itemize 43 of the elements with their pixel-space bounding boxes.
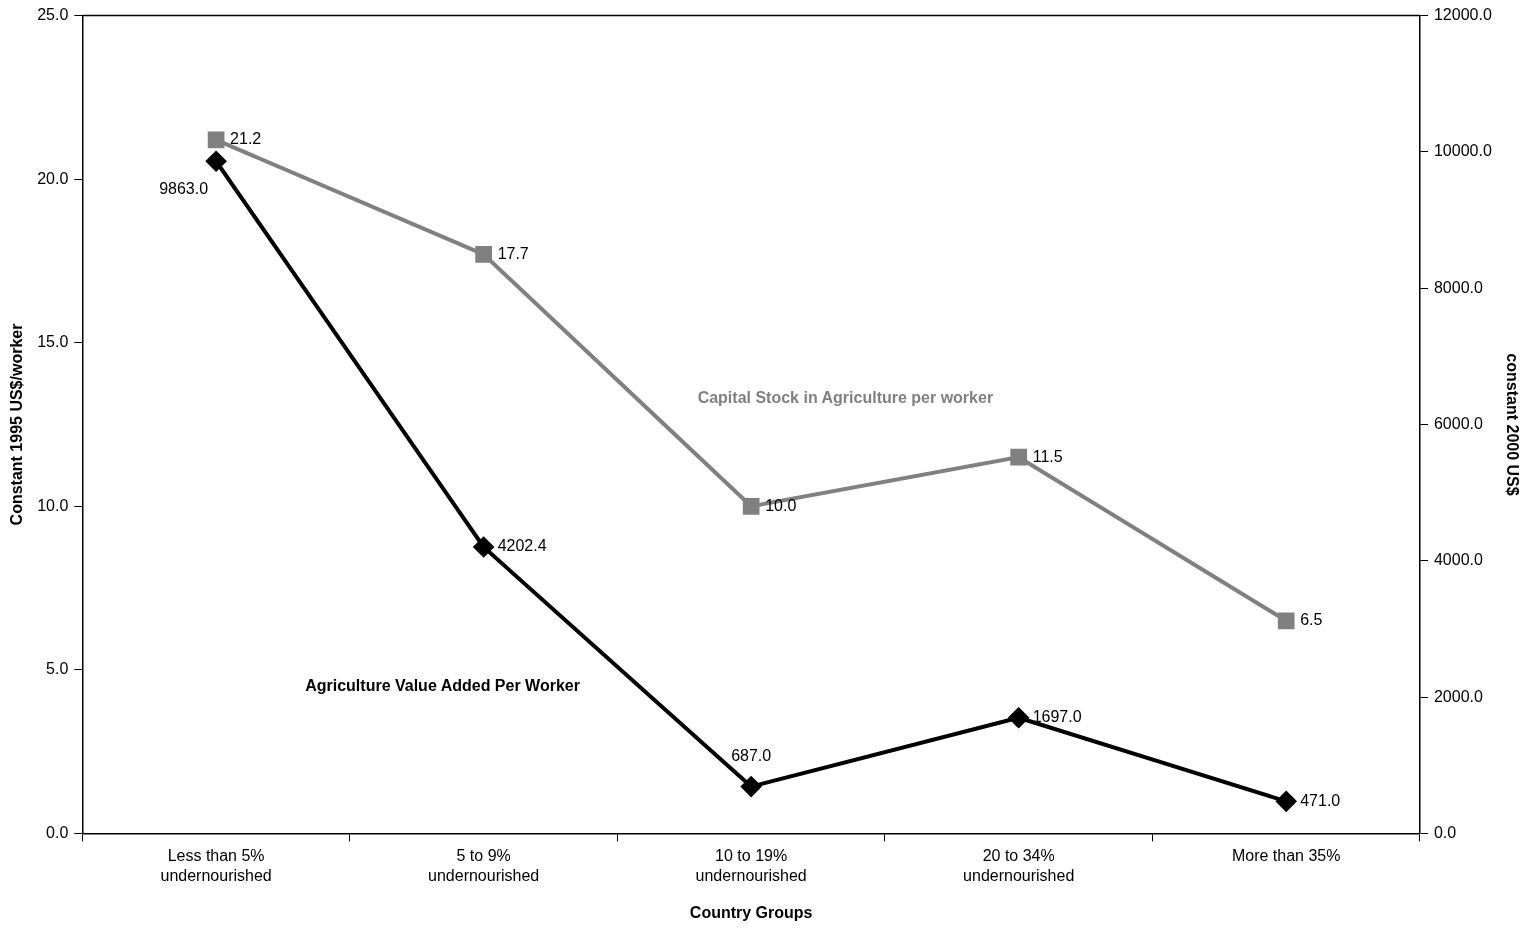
- data-label: 687.0: [731, 746, 772, 764]
- data-label: 17.7: [497, 244, 529, 262]
- x-tick-label: 20 to 34% undernourished: [963, 847, 1075, 884]
- point: [741, 776, 762, 797]
- x-tick-label: More than 35%: [1231, 847, 1341, 865]
- point: [475, 246, 492, 263]
- y-tick-label: 5.0: [46, 660, 69, 678]
- text: Capital Stock in Agriculture per worker: [697, 388, 994, 406]
- y2-tick-label: 8000.0: [1433, 278, 1483, 296]
- text: Agriculture Value Added Per Worker: [305, 676, 580, 694]
- point: [1010, 448, 1028, 466]
- data-label: 21.2: [230, 130, 262, 148]
- point: [207, 131, 225, 149]
- data-label: 1697.0: [1032, 708, 1082, 726]
- x-tick-label: 5 to 9% undernourished: [428, 847, 540, 884]
- data-label: 471.0: [1300, 791, 1341, 809]
- data-label: 10.0: [765, 496, 797, 514]
- point: [1276, 791, 1297, 812]
- data-label: 4202.4: [497, 537, 547, 555]
- point: [1277, 612, 1295, 630]
- y2-tick-label: 6000.0: [1433, 414, 1483, 432]
- point: [742, 497, 760, 515]
- y2-tick-label: 12000.0: [1433, 6, 1492, 24]
- x-tick-label: Less than 5% undernourished: [160, 847, 272, 884]
- y-tick-label: 10.0: [37, 496, 69, 514]
- y2-axis-title: constant 2000 US$: [1503, 353, 1521, 496]
- data-label: 9863.0: [159, 179, 209, 197]
- y-tick-label: 0.0: [46, 823, 69, 841]
- x-axis-title: Country Groups: [689, 903, 813, 921]
- y-tick-label: 25.0: [37, 6, 69, 24]
- y-tick-label: 15.0: [37, 333, 69, 351]
- data-label: 11.5: [1032, 447, 1063, 465]
- y2-tick-label: 4000.0: [1433, 551, 1483, 569]
- x-tick-label: 10 to 19% undernourished: [695, 847, 807, 884]
- y-axis-title: Constant 1995 US$/worker: [8, 323, 26, 526]
- y-tick-label: 20.0: [37, 169, 69, 187]
- point: [206, 151, 227, 172]
- point: [473, 537, 494, 558]
- data-label: 6.5: [1300, 611, 1323, 629]
- y2-tick-label: 2000.0: [1433, 687, 1483, 705]
- point: [1008, 707, 1029, 728]
- y2-tick-label: 0.0: [1433, 823, 1457, 841]
- y2-tick-label: 10000.0: [1433, 142, 1492, 160]
